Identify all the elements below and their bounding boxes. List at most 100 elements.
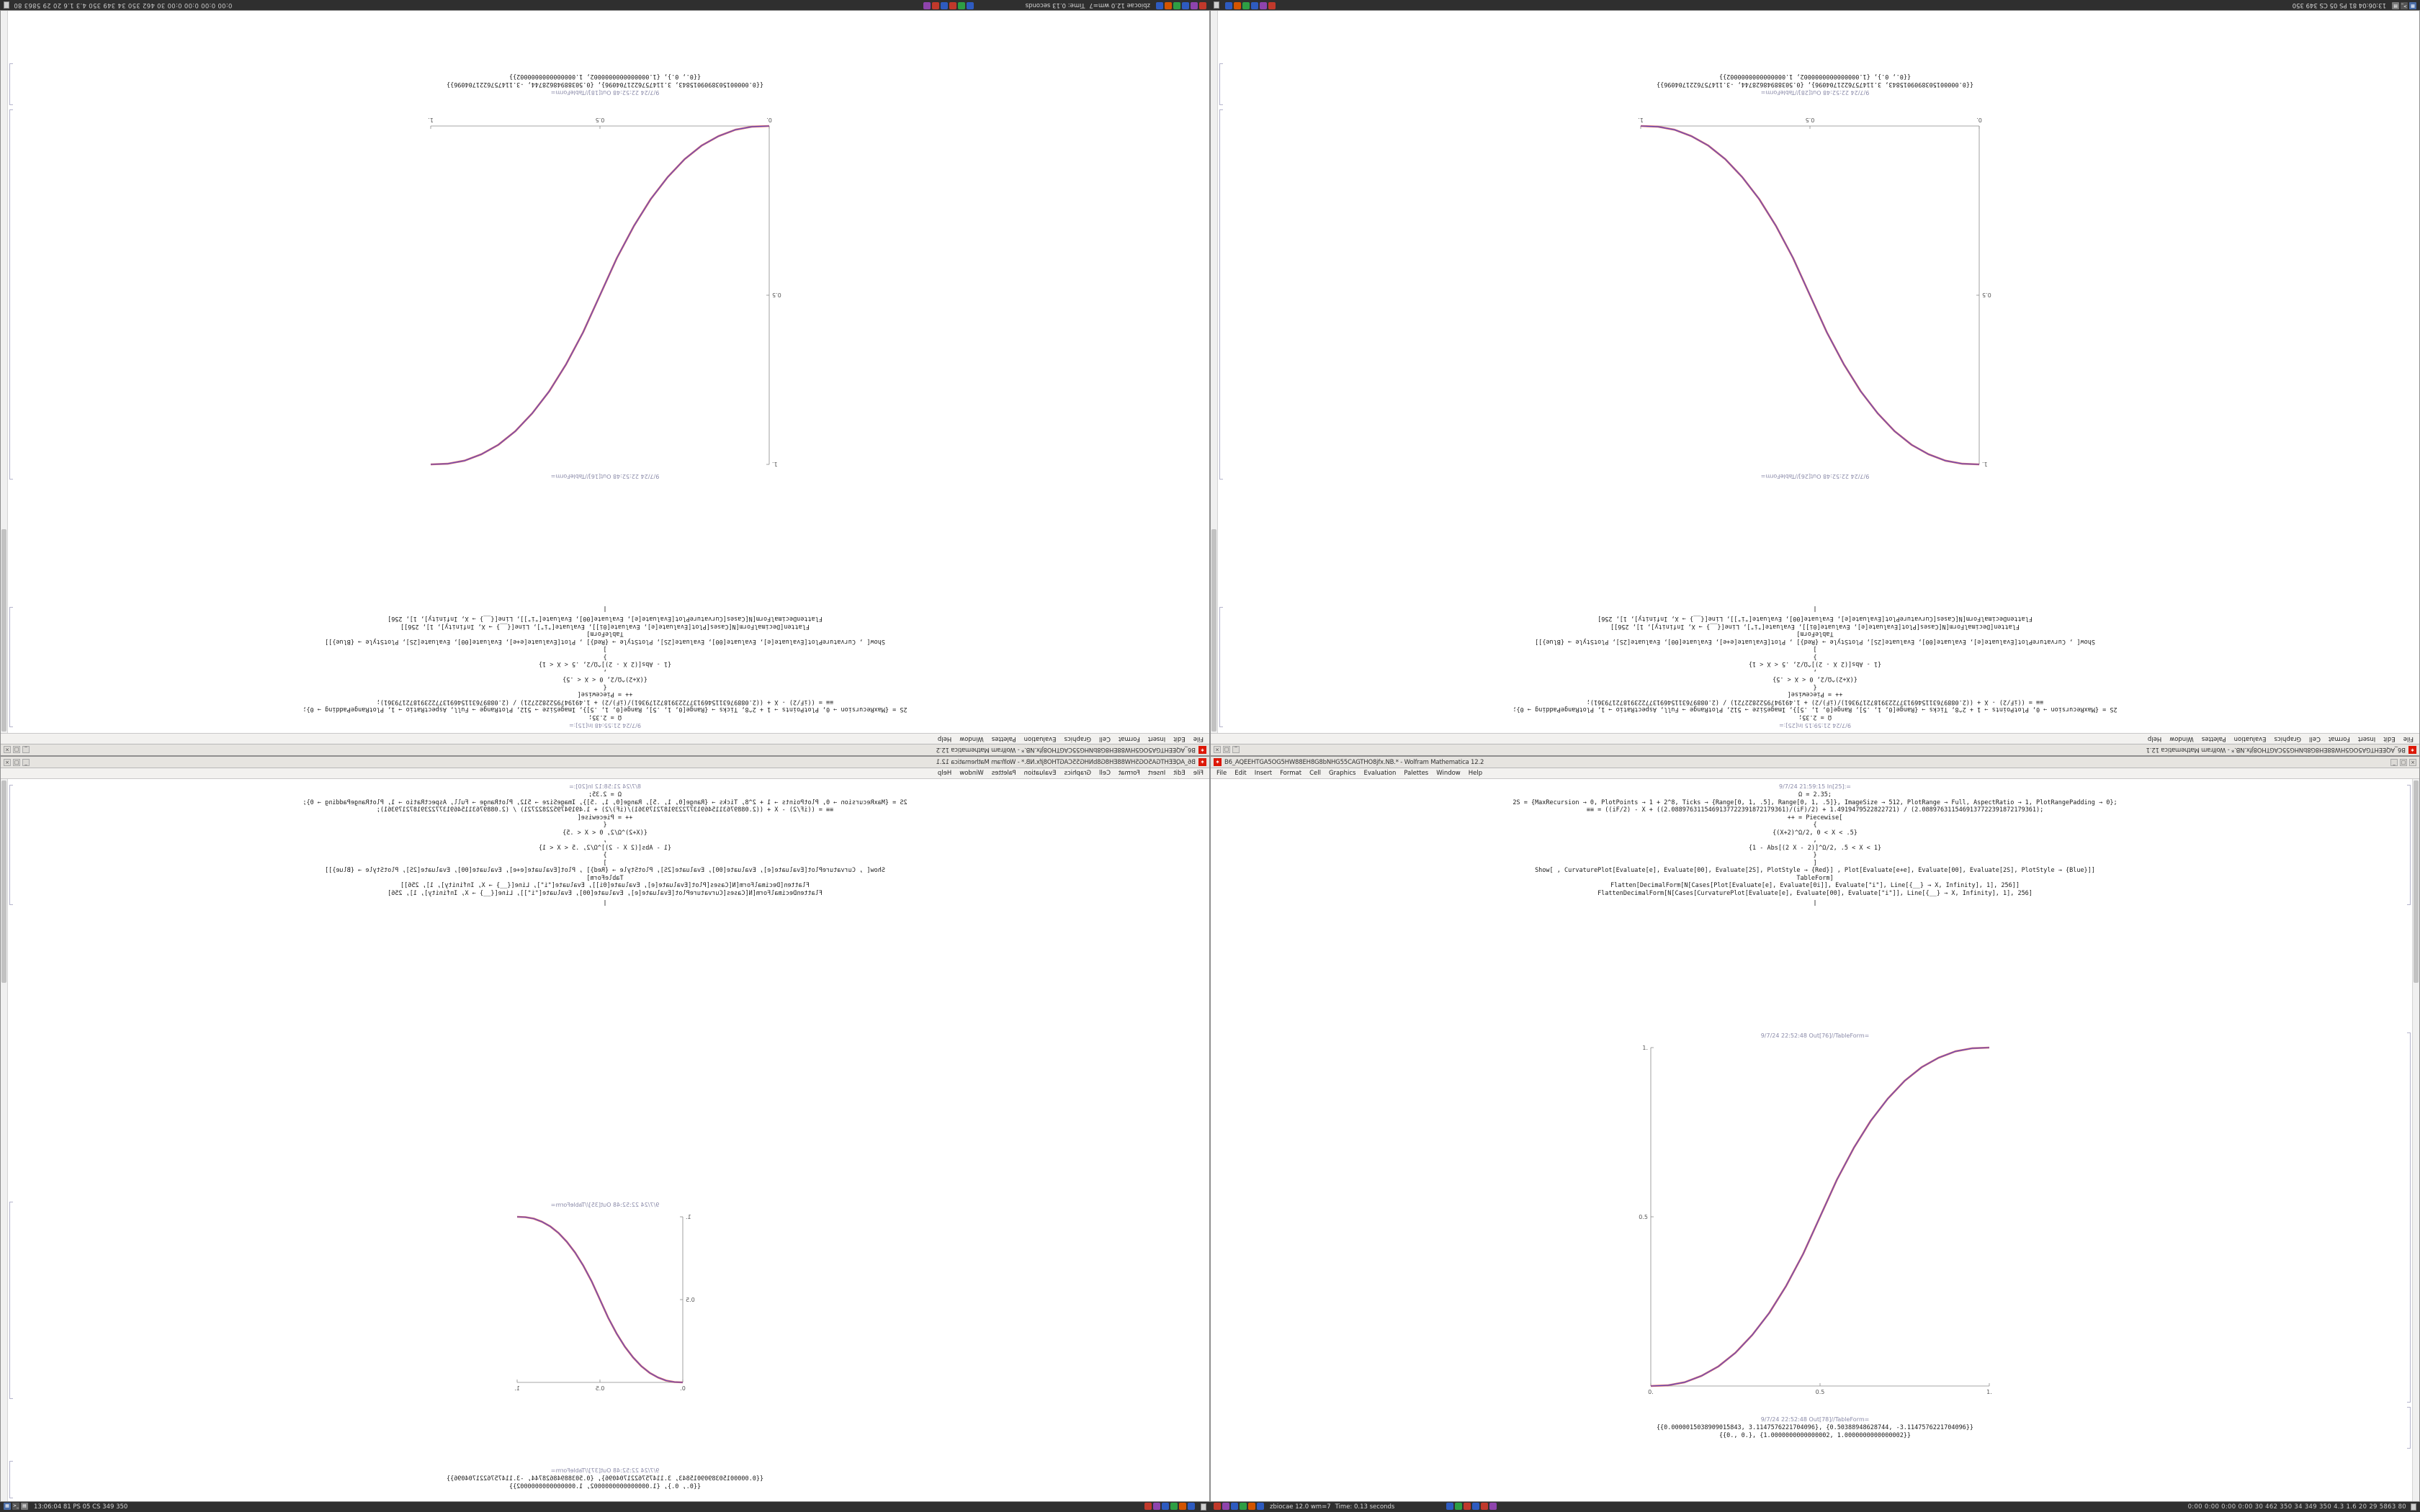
menu-item[interactable]: Cell [2309,735,2321,742]
menu-item[interactable]: File [1193,735,1204,742]
input-cell[interactable]: Ω = 2.35; 2S = {MaxRecursion → 0, PlotPoi… [1211,791,2419,897]
tray-icon[interactable] [1257,1502,1264,1510]
menu-item[interactable]: Window [959,770,984,777]
minimize-button[interactable]: _ [2390,758,2398,766]
show-desktop-icon[interactable] [1214,1,1219,9]
tray-icon[interactable] [1231,1502,1238,1510]
menu-item[interactable]: Window [959,735,984,742]
menu-item[interactable]: Format [1118,735,1140,742]
menu-item[interactable]: Format [1280,770,1302,777]
tray-icon[interactable] [1489,1502,1497,1510]
vertical-scrollbar[interactable] [1,11,8,733]
menu-item[interactable]: Edit [1173,735,1186,742]
window-titlebar[interactable]: ✶ B6_AQEEHTGA5OG5HW88EH8G8bNHG55CAGTHO8j… [1,757,1209,768]
maximize-button[interactable]: □ [1223,746,1230,754]
window-titlebar[interactable]: ✶ B6_AQEEHTGA5OG5HW88EH8G8bNHG55CAGTHO8j… [1,744,1209,755]
menu-item[interactable]: Insert [2357,735,2376,742]
menu-item[interactable]: Graphics [1064,735,1092,742]
cell-bracket[interactable] [2407,1032,2411,1403]
vertical-scrollbar[interactable] [1,779,8,1501]
mathematica-window-top-left[interactable]: ✶ B6_AQEEHTGA5OG5HW88EH8G8bNHG55CAGTHO8j… [0,10,1210,756]
menu-item[interactable]: Evaluation [1023,735,1057,742]
cell-bracket[interactable] [1219,607,1223,727]
menu-item[interactable]: Format [1118,770,1140,777]
tray-icon[interactable] [1173,2,1180,10]
minimize-button[interactable]: _ [1232,746,1240,754]
file-manager-icon[interactable]: ▤ [21,1502,28,1510]
tray-icon[interactable] [1156,2,1163,10]
menu-item[interactable]: Cell [1309,770,1321,777]
tray-icon[interactable] [949,2,956,10]
tray-icon[interactable] [1248,1502,1255,1510]
scrollbar-thumb[interactable] [1211,529,1216,732]
menu-item[interactable]: Graphics [1064,770,1092,777]
window-titlebar[interactable]: ✶ B6_AQEEHTGA5OG5HW88EH8G8bNHG55CAGTHO8j… [1211,744,2419,755]
cell-bracket[interactable] [9,607,13,727]
show-desktop-icon[interactable] [4,1,9,9]
input-cell[interactable]: Ω = 2.35; 2S = {MaxRecursion → 0, PlotPoi… [1,615,1209,721]
menu-item[interactable]: Palettes [991,770,1016,777]
menu-item[interactable]: Insert [1147,735,1166,742]
notebook[interactable]: 9/7/24 21:59:15 In[25]:= Ω = 2.35; 2S = {… [1211,779,2419,1501]
mathematica-window-bottom-left[interactable]: ✶ B6_AQEEHTGA5OG5HW88EH8G8bNHG55CAGTHO8j… [0,756,1210,1502]
show-desktop-icon[interactable] [1201,1503,1206,1511]
show-desktop-icon[interactable] [2411,1503,2416,1511]
tray-icon[interactable] [957,2,965,10]
scrollbar-thumb[interactable] [2414,780,2419,983]
scrollbar-thumb[interactable] [1,780,6,983]
maximize-button[interactable]: □ [2400,758,2407,766]
plot-output[interactable]: 0. 0.5 1. 0.5 1. [1629,110,2001,472]
menu-item[interactable]: Insert [1254,770,1273,777]
tray-icon[interactable] [1191,2,1198,10]
cell-bracket[interactable] [9,109,13,480]
tray-icon[interactable] [1242,2,1250,10]
cell-bracket[interactable] [2407,785,2411,905]
cell-bracket[interactable] [9,1202,13,1399]
cell-bracket[interactable] [1219,63,1223,105]
tray-icon[interactable] [940,2,948,10]
plot-output[interactable]: 0. 0.5 1. 0.5 1. [419,110,791,472]
tray-icon[interactable] [1251,2,1258,10]
window-titlebar[interactable]: ✶ B6_AQEEHTGA5OG5HW88EH8G8bNHG55CAGTHO8j… [1211,757,2419,768]
plot-output[interactable]: 0. 0.5 1. 0.5 1. [506,1210,704,1398]
menu-item[interactable]: Help [1468,770,1483,777]
menu-item[interactable]: Help [937,770,952,777]
tray-icon[interactable] [1481,1502,1489,1510]
tray-icon[interactable] [1170,1502,1178,1510]
input-cell[interactable]: Ω = 2.35; 2S = {MaxRecursion → 0, PlotPoi… [1211,615,2419,721]
tray-icon[interactable] [1446,1502,1454,1510]
menu-item[interactable]: File [2403,735,2414,742]
menu-item[interactable]: Palettes [991,735,1016,742]
menu-item[interactable]: Insert [1147,770,1166,777]
close-button[interactable]: × [4,746,11,754]
tray-icon[interactable] [1225,2,1232,10]
minimize-button[interactable]: _ [22,758,30,766]
menu-item[interactable]: Palettes [1404,770,1429,777]
menu-item[interactable]: Help [937,735,952,742]
mathematica-window-top-right[interactable]: ✶ B6_AQEEHTGA5OG5HW88EH8G8bNHG55CAGTHO8j… [1210,10,2420,756]
tray-icon[interactable] [1199,2,1206,10]
tray-icon[interactable] [1234,2,1241,10]
task-button[interactable]: zbiocae 12.0 wm=7 [1089,1,1150,9]
terminal-icon[interactable]: >_ [12,1502,19,1510]
menu-item[interactable]: Graphics [1328,770,1356,777]
vertical-scrollbar[interactable] [2412,779,2419,1501]
maximize-button[interactable]: □ [13,758,20,766]
cell-bracket[interactable] [9,63,13,105]
menu-item[interactable]: Help [2147,735,2162,742]
tray-icon[interactable] [923,2,931,10]
menu-item[interactable]: Edit [1234,770,1247,777]
menu-item[interactable]: Edit [2383,735,2396,742]
menu-item[interactable]: File [1193,770,1204,777]
task-button[interactable]: zbiocae 12.0 wm=7 [1270,1503,1331,1511]
tray-icon[interactable] [931,2,939,10]
menu-item[interactable]: Window [2169,735,2194,742]
tray-icon[interactable] [1162,1502,1169,1510]
mathematica-window-bottom-right[interactable]: ✶ B6_AQEEHTGA5OG5HW88EH8G8bNHG55CAGTHO8j… [1210,756,2420,1502]
menu-item[interactable]: Format [2328,735,2350,742]
cell-bracket[interactable] [9,785,13,905]
tray-icon[interactable] [1214,1502,1221,1510]
tray-icon[interactable] [966,2,974,10]
close-button[interactable]: × [1214,746,1221,754]
tray-icon[interactable] [1188,1502,1195,1510]
